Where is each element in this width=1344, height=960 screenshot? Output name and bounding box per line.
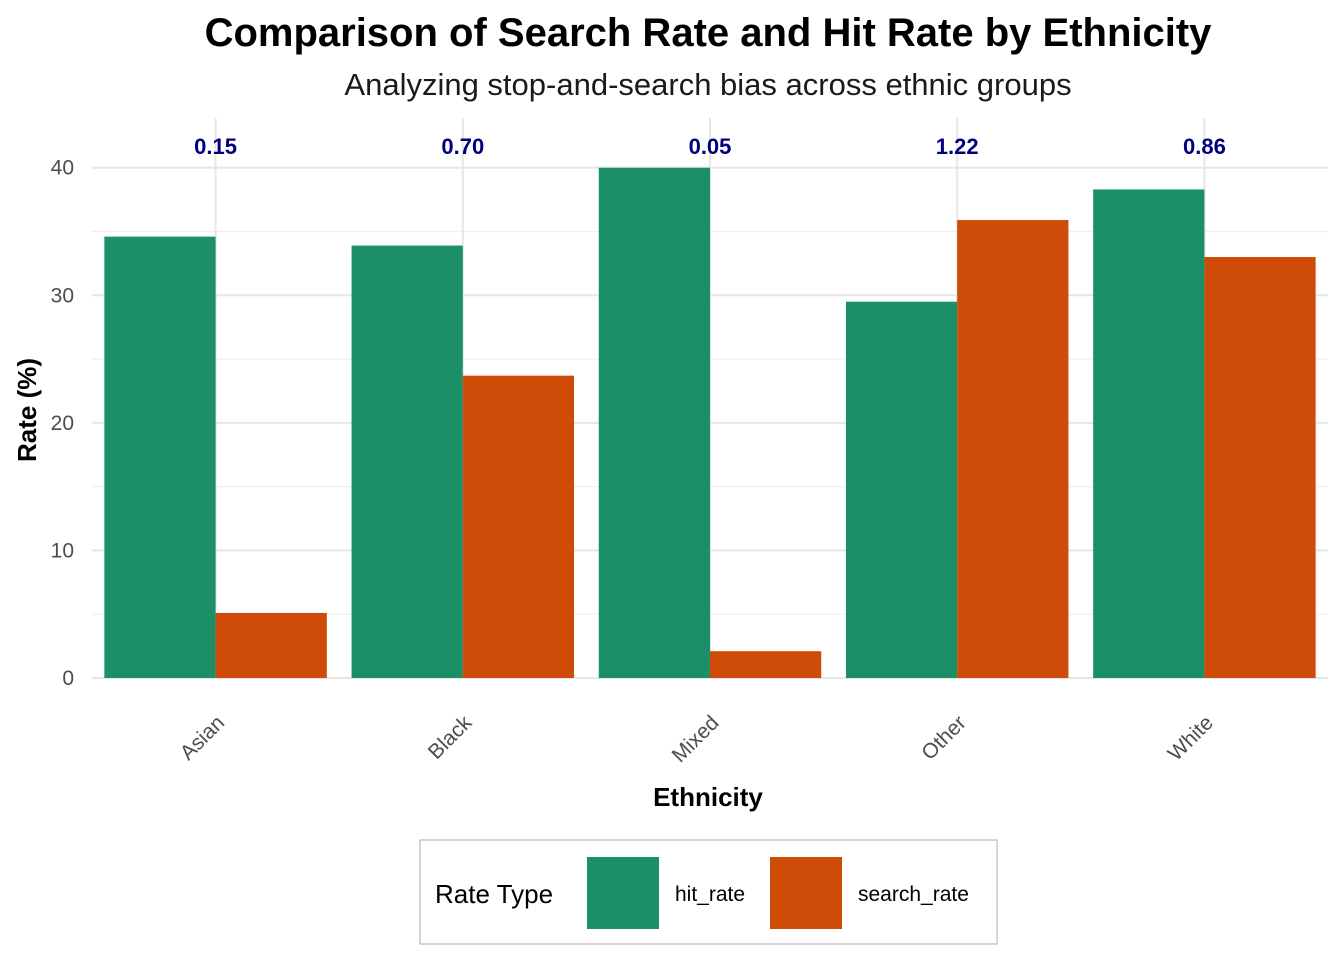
legend-title: Rate Type [435, 879, 553, 909]
bar-hit-rate-white [1093, 189, 1205, 679]
ratio-label: 0.70 [441, 134, 484, 159]
y-tick-label: 0 [62, 667, 74, 690]
ratio-annotations: 0.15 0.70 0.05 1.22 0.86 [194, 134, 1226, 159]
chart-title: Comparison of Search Rate and Hit Rate b… [205, 11, 1213, 55]
bar-search-rate-black [462, 375, 575, 678]
ratio-label: 0.05 [689, 134, 732, 159]
x-tick-label: Mixed [668, 711, 724, 767]
y-axis-ticks: 0 10 20 30 40 [51, 157, 74, 690]
bar-search-rate-white [1204, 257, 1316, 678]
x-tick-label: Black [424, 711, 477, 764]
legend-label-search-rate: search_rate [858, 883, 969, 906]
ratio-label: 0.15 [194, 134, 237, 159]
bar-search-rate-other [957, 220, 1069, 678]
legend: Rate Type hit_rate search_rate [419, 839, 998, 945]
x-tick-label: White [1164, 711, 1218, 765]
y-axis-title: Rate (%) [12, 358, 42, 462]
bar-search-rate-asian [215, 612, 327, 678]
bars [104, 167, 1316, 679]
bar-search-rate-mixed [710, 651, 822, 678]
bar-hit-rate-asian [104, 236, 216, 679]
legend-box [419, 839, 998, 945]
bar-hit-rate-mixed [598, 167, 710, 678]
legend-key-hit-rate [587, 857, 659, 929]
y-tick-label: 20 [51, 412, 74, 435]
bar-hit-rate-other [845, 301, 958, 678]
x-axis-ticks: Asian Black Mixed Other White [176, 711, 1218, 767]
y-tick-label: 10 [51, 539, 74, 562]
ratio-label: 1.22 [936, 134, 979, 159]
x-axis-title: Ethnicity [653, 782, 763, 812]
legend-key-search-rate [770, 857, 842, 929]
chart-subtitle: Analyzing stop-and-search bias across et… [344, 67, 1071, 102]
y-tick-label: 40 [51, 157, 74, 180]
x-tick-label: Asian [176, 711, 229, 764]
y-tick-label: 30 [51, 284, 74, 307]
x-tick-label: Other [917, 711, 970, 764]
ratio-label: 0.86 [1183, 134, 1226, 159]
legend-label-hit-rate: hit_rate [675, 883, 745, 906]
bar-hit-rate-black [351, 245, 463, 679]
